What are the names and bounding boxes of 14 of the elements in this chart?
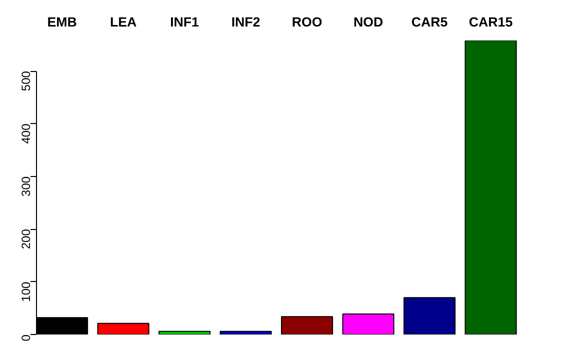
- x-tick-label: ROO: [292, 14, 322, 30]
- y-tick-label: 100: [19, 281, 33, 302]
- y-tick-label: 400: [19, 123, 33, 144]
- x-tick-label: NOD: [353, 14, 384, 30]
- y-tick-label: 300: [19, 176, 33, 196]
- x-tick-label: CAR15: [468, 14, 514, 30]
- x-tick-label: INF1: [170, 14, 200, 30]
- y-tick-label: 0: [19, 334, 33, 342]
- x-tick-label: LEA: [110, 14, 137, 30]
- x-tick-label: CAR5: [411, 14, 448, 30]
- x-tick-label: INF2: [231, 14, 260, 30]
- y-tick-label: 500: [19, 70, 33, 92]
- x-tick-label: EMB: [47, 14, 78, 30]
- y-tick-label: 200: [19, 228, 33, 250]
